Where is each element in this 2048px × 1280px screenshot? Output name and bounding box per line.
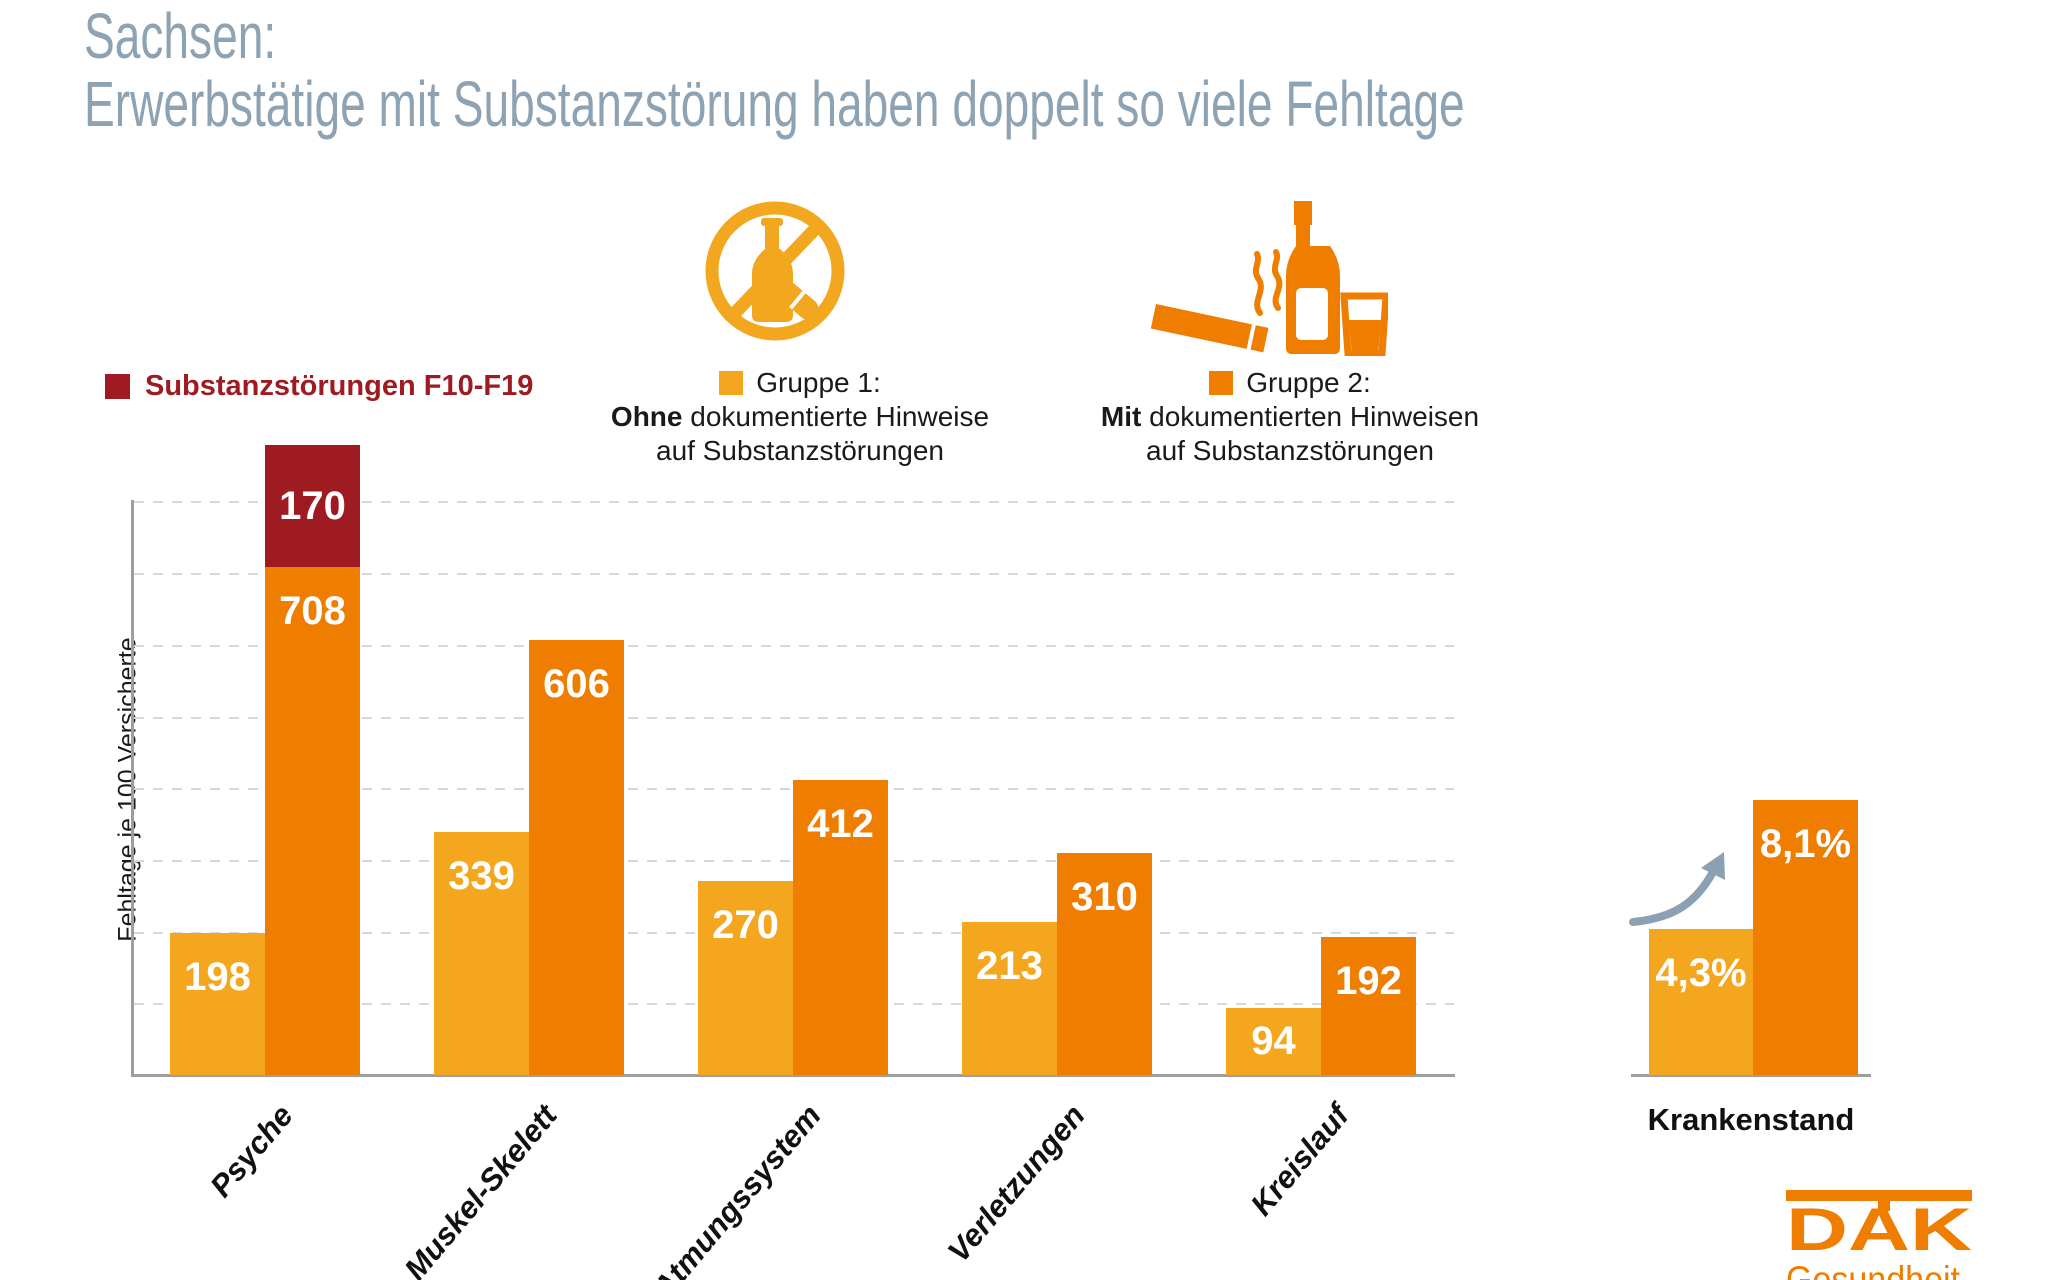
title-line-1: Sachsen: (84, 0, 277, 72)
no-substances-icon (705, 201, 845, 341)
bar-value-label: 708 (279, 589, 346, 634)
legend-group2-title: Gruppe 2: (1246, 367, 1371, 398)
bar-muskel-skelett-gruppe2: 606 (529, 640, 624, 1075)
bar-atmungssystem-gruppe2: 412 (793, 779, 888, 1075)
upward-trend-arrow-icon (1629, 852, 1725, 926)
gridline (134, 573, 1454, 576)
y-axis-line (131, 500, 134, 1075)
bar-psyche-substanzstoerungen: 170 (265, 445, 360, 568)
bar-value-label: 213 (976, 944, 1043, 989)
x-axis-label-krankenstand: Krankenstand (1647, 1102, 1855, 1137)
bar-krankenstand-gruppe-1: 4,3% (1649, 928, 1753, 1075)
bar-value-label: 198 (184, 955, 251, 1000)
bar-value-label: 310 (1071, 874, 1138, 919)
bar-verletzungen-gruppe2: 310 (1057, 852, 1152, 1075)
cigarette-bottle-glass-icon (1150, 201, 1388, 356)
bar-kreislauf-gruppe1: 94 (1226, 1007, 1321, 1075)
bar-atmungssystem-gruppe1: 270 (698, 881, 793, 1075)
bar-psyche-gruppe2: 708 (265, 567, 360, 1075)
bar-kreislauf-gruppe2: 192 (1321, 937, 1416, 1075)
bar-value-label: 170 (279, 483, 346, 528)
legend-swatch-dark-red (105, 374, 130, 399)
legend-group1-line3: auf Substanzstörungen (656, 435, 944, 466)
legend-group-2: Gruppe 2: Mit dokumentierten Hinweisen a… (1075, 366, 1505, 468)
logo-dak-text: DAK (1786, 1196, 1972, 1263)
x-axis-label-kreislauf: Kreislauf (1243, 1098, 1356, 1223)
bar-value-label: 339 (448, 853, 515, 898)
bar-value-label: 412 (807, 801, 874, 846)
x-axis-baseline-main (131, 1074, 1455, 1077)
legend-substance-disorders: Substanzstörungen F10-F19 (105, 370, 533, 403)
gridline (134, 644, 1454, 647)
x-axis-baseline-krankenstand (1631, 1074, 1871, 1077)
bar-krankenstand-gruppe-2: 8,1% (1753, 799, 1858, 1075)
bar-verletzungen-gruppe1: 213 (962, 922, 1057, 1075)
logo-gesundheit-text: Gesundheit (1786, 1259, 1961, 1280)
legend-group2-line2: Mit dokumentierten Hinweisen (1100, 401, 1480, 432)
page-title: Sachsen: Erwerbstätige mit Substanzstöru… (84, 2, 2002, 138)
bar-value-label: 4,3% (1655, 950, 1747, 995)
legend-swatch-orange (1209, 371, 1234, 395)
bar-psyche-gruppe1: 198 (170, 933, 265, 1075)
gridline (134, 716, 1454, 719)
dak-gesundheit-logo: DAK Gesundheit (1786, 1190, 1972, 1280)
bar-value-label: 192 (1335, 959, 1402, 1004)
bar-value-label: 94 (1251, 1019, 1296, 1064)
x-axis-label-verletzungen: Verletzungen (940, 1098, 1092, 1269)
bar-value-label: 606 (543, 662, 610, 707)
title-line-2: Erwerbstätige mit Substanzstörung haben … (84, 68, 1465, 140)
legend-group-1: Gruppe 1: Ohne dokumentierte Hinweise au… (590, 366, 1010, 468)
legend-substance-label: Substanzstörungen F10-F19 (145, 370, 534, 402)
gridline (134, 501, 1454, 504)
legend-group2-line3: auf Substanzstörungen (1146, 435, 1434, 466)
x-axis-label-muskel-skelett: Muskel-Skelett (397, 1098, 564, 1280)
bar-value-label: 270 (712, 903, 779, 948)
legend-swatch-yellow (719, 371, 744, 395)
bar-muskel-skelett-gruppe1: 339 (434, 831, 529, 1075)
legend-group1-title: Gruppe 1: (756, 367, 881, 398)
x-axis-label-psyche: Psyche (203, 1098, 300, 1204)
legend-group1-line2: Ohne dokumentierte Hinweise (610, 401, 990, 432)
x-axis-label-atmungssystem: Atmungssystem (645, 1098, 828, 1280)
bar-value-label: 8,1% (1759, 821, 1852, 866)
